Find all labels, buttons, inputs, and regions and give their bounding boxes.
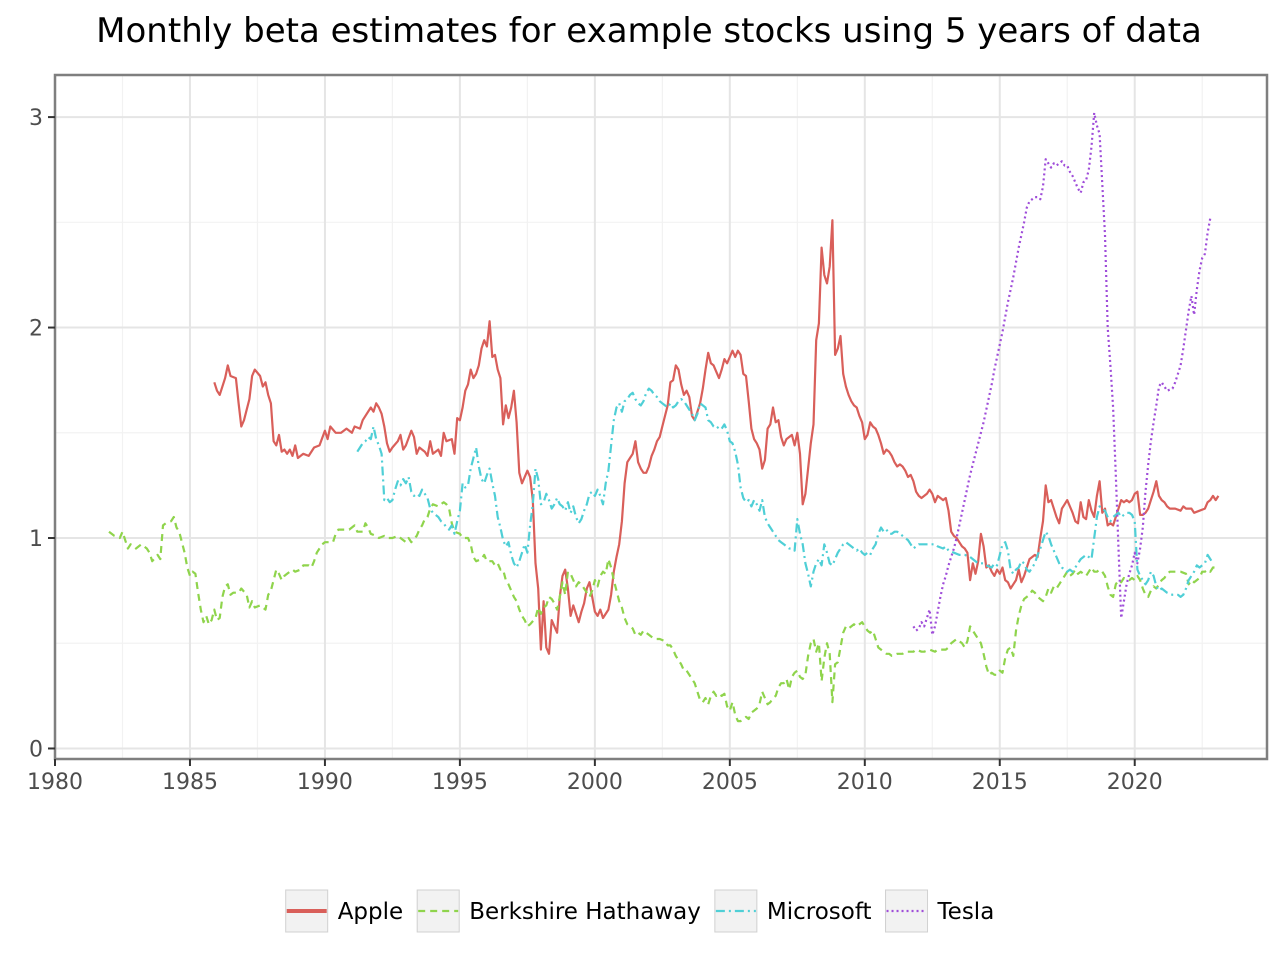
x-tick-label: 2000 [567,770,623,795]
x-tick-label: 1990 [297,770,353,795]
legend-item-microsoft: Microsoft [714,889,872,933]
legend-label: Microsoft [767,899,872,925]
legend-item-tesla: Tesla [885,889,995,933]
series-line-tesla [912,111,1212,636]
y-tick-label: 2 [29,317,43,342]
legend-label: Tesla [937,899,995,925]
x-tick-label: 1985 [162,770,218,795]
series-line-apple [213,219,1220,655]
legend: Apple Berkshire Hathaway Microsoft Tesla [285,889,995,933]
x-tick-label: 2010 [837,770,893,795]
plot-panel-border [53,73,1269,761]
x-tick-label: 1980 [27,770,83,795]
axis-ticks: 1980 1985 1990 1995 2000 2005 2010 2015 2020 0 1 2 3 [27,106,1163,795]
series-line-microsoft [356,387,1214,598]
plot-panel [55,75,1267,759]
x-tick-label: 2005 [702,770,758,795]
y-tick-label: 1 [29,527,43,552]
x-tick-label: 1995 [432,770,488,795]
series-line-berkshire-hathaway [108,501,1216,723]
y-tick-label: 0 [29,737,43,762]
legend-item-berkshire-hathaway: Berkshire Hathaway [416,889,701,933]
series-lines [108,111,1220,723]
legend-label: Berkshire Hathaway [469,899,701,925]
minor-gridlines [55,75,1267,759]
legend-label: Apple [338,899,403,925]
chart-title: Monthly beta estimates for example stock… [96,11,1202,51]
x-tick-label: 2020 [1107,770,1163,795]
y-tick-label: 3 [29,106,43,131]
legend-item-apple: Apple [285,889,403,933]
x-tick-label: 2015 [972,770,1028,795]
